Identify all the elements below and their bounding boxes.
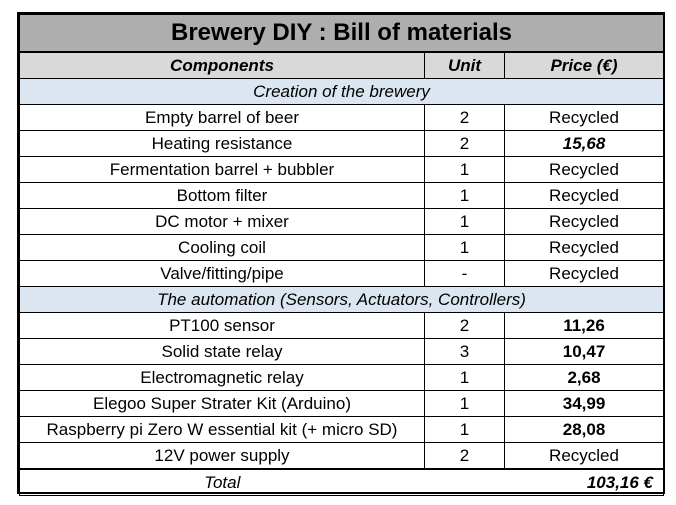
price-cell: 15,68 [503,130,665,157]
price-cell: 10,47 [503,338,665,365]
component-cell: 12V power supply [19,442,425,470]
table-row: Raspberry pi Zero W essential kit (+ mic… [19,416,665,443]
unit-cell: 1 [424,208,505,235]
unit-cell: 1 [424,156,505,183]
component-cell: Cooling coil [19,234,425,261]
table-row: DC motor + mixer 1 Recycled [19,208,665,235]
total-row: Total 103,16 € [19,468,665,496]
bom-body: Brewery DIY : Bill of materials Componen… [18,14,665,496]
table-title: Brewery DIY : Bill of materials [18,14,665,53]
table-row: Elegoo Super Strater Kit (Arduino) 1 34,99 [19,390,665,417]
unit-cell: 3 [424,338,505,365]
table-row: Valve/fitting/pipe - Recycled [19,260,665,287]
price-cell: Recycled [503,234,665,261]
price-cell: Recycled [503,208,665,235]
unit-cell: 1 [424,364,505,391]
unit-cell: 2 [424,312,505,339]
price-cell: 28,08 [503,416,665,443]
table-row: Solid state relay 3 10,47 [19,338,665,365]
total-value: 103,16 € [504,468,665,496]
table-row: Heating resistance 2 15,68 [19,130,665,157]
title-row: Brewery DIY : Bill of materials [18,14,665,53]
component-cell: Elegoo Super Strater Kit (Arduino) [19,390,425,417]
unit-cell: 2 [424,104,505,131]
component-cell: Empty barrel of beer [19,104,425,131]
unit-cell: 2 [424,130,505,157]
table-row: Cooling coil 1 Recycled [19,234,665,261]
price-cell: 34,99 [503,390,665,417]
unit-cell: 1 [424,182,505,209]
table-row: Bottom filter 1 Recycled [19,182,665,209]
table-row: Empty barrel of beer 2 Recycled [19,104,665,131]
table-row: Fermentation barrel + bubbler 1 Recycled [19,156,665,183]
bom-grid: Brewery DIY : Bill of materials Componen… [18,14,665,496]
header-row: Components Unit Price (€) [19,51,665,79]
section-label: Creation of the brewery [18,78,665,105]
component-cell: Solid state relay [19,338,425,365]
bill-of-materials-table: Brewery DIY : Bill of materials Componen… [17,12,665,496]
component-cell: Electromagnetic relay [19,364,425,391]
component-cell: DC motor + mixer [19,208,425,235]
table-row: Electromagnetic relay 1 2,68 [19,364,665,391]
column-header-unit: Unit [424,51,505,79]
price-cell: 2,68 [503,364,665,391]
unit-cell: 1 [424,390,505,417]
total-spacer [424,468,505,496]
table-row: PT100 sensor 2 11,26 [19,312,665,339]
component-cell: Heating resistance [19,130,425,157]
component-cell: Fermentation barrel + bubbler [19,156,425,183]
unit-cell: 2 [424,442,505,470]
price-cell: 11,26 [503,312,665,339]
total-label: Total [19,468,425,496]
component-cell: PT100 sensor [19,312,425,339]
unit-cell: 1 [424,416,505,443]
price-cell: Recycled [503,182,665,209]
table-row: 12V power supply 2 Recycled [19,442,665,470]
price-cell: Recycled [503,442,665,470]
unit-cell: - [424,260,505,287]
component-cell: Bottom filter [19,182,425,209]
price-cell: Recycled [503,260,665,287]
price-cell: Recycled [503,104,665,131]
column-header-price: Price (€) [503,51,665,79]
unit-cell: 1 [424,234,505,261]
component-cell: Valve/fitting/pipe [19,260,425,287]
component-cell: Raspberry pi Zero W essential kit (+ mic… [19,416,425,443]
column-header-components: Components [19,51,425,79]
section-label: The automation (Sensors, Actuators, Cont… [18,286,665,313]
price-cell: Recycled [503,156,665,183]
section-row: The automation (Sensors, Actuators, Cont… [18,286,665,313]
section-row: Creation of the brewery [18,78,665,105]
